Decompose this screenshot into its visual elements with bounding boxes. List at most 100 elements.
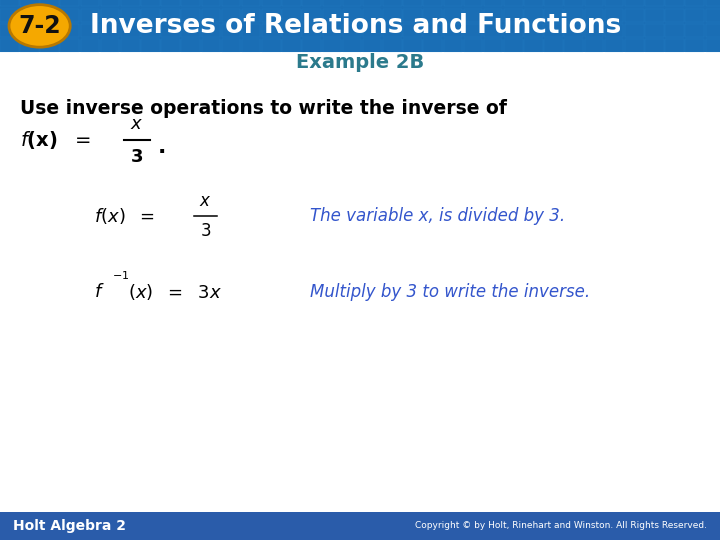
Bar (242, 24, 261, 37)
Bar (302, 0, 321, 6)
Bar (444, 24, 462, 37)
Bar (605, 0, 624, 6)
Bar (685, 24, 704, 37)
Bar (645, 0, 664, 6)
Bar (262, 0, 281, 6)
Bar (0, 9, 19, 22)
Bar (121, 9, 140, 22)
Text: $\mathbf{\mathit{f}(x)}$  $=$: $\mathbf{\mathit{f}(x)}$ $=$ (20, 130, 91, 151)
Bar (141, 0, 160, 6)
Bar (282, 39, 301, 52)
Bar (343, 39, 361, 52)
Text: $3$: $3$ (199, 222, 211, 240)
Bar (323, 9, 341, 22)
Bar (202, 24, 220, 37)
Bar (564, 0, 583, 6)
Bar (101, 24, 120, 37)
Text: Multiply by 3 to write the inverse.: Multiply by 3 to write the inverse. (310, 282, 590, 301)
Bar (20, 0, 39, 6)
Bar (504, 0, 523, 6)
Bar (685, 9, 704, 22)
Bar (423, 0, 442, 6)
Bar (121, 24, 140, 37)
Bar (504, 9, 523, 22)
Bar (383, 9, 402, 22)
Bar (40, 24, 59, 37)
Bar (564, 24, 583, 37)
Bar (40, 9, 59, 22)
Bar (81, 9, 99, 22)
Bar (101, 39, 120, 52)
Bar (262, 9, 281, 22)
Bar (544, 24, 563, 37)
Bar (222, 39, 240, 52)
Bar (524, 39, 543, 52)
Bar (564, 39, 583, 52)
Bar (222, 0, 240, 6)
Bar (423, 9, 442, 22)
Bar (464, 39, 482, 52)
Bar (101, 9, 120, 22)
Bar (0, 0, 19, 6)
Bar (161, 24, 180, 37)
Bar (282, 24, 301, 37)
Bar (544, 0, 563, 6)
Bar (504, 39, 523, 52)
Bar (403, 9, 422, 22)
Bar (161, 0, 180, 6)
Bar (282, 0, 301, 6)
Bar (706, 39, 720, 52)
Bar (585, 39, 603, 52)
FancyBboxPatch shape (0, 512, 720, 540)
Bar (161, 39, 180, 52)
Bar (524, 0, 543, 6)
Bar (403, 24, 422, 37)
Bar (645, 24, 664, 37)
Bar (343, 24, 361, 37)
Bar (363, 39, 382, 52)
Text: $\mathbf{.}$: $\mathbf{.}$ (157, 137, 165, 157)
Bar (242, 39, 261, 52)
Bar (423, 24, 442, 37)
Bar (60, 9, 79, 22)
FancyBboxPatch shape (0, 0, 720, 52)
Bar (302, 9, 321, 22)
Bar (544, 39, 563, 52)
Text: $-1$: $-1$ (112, 269, 130, 281)
Bar (484, 0, 503, 6)
Text: $\mathit{x}$: $\mathit{x}$ (199, 192, 212, 210)
Bar (363, 9, 382, 22)
Bar (121, 0, 140, 6)
Bar (181, 9, 200, 22)
Bar (181, 24, 200, 37)
Bar (60, 39, 79, 52)
Bar (544, 9, 563, 22)
Bar (444, 39, 462, 52)
Bar (20, 9, 39, 22)
Text: Holt Algebra 2: Holt Algebra 2 (13, 519, 126, 533)
Bar (141, 24, 160, 37)
Bar (383, 24, 402, 37)
Bar (81, 39, 99, 52)
Bar (504, 24, 523, 37)
Bar (40, 39, 59, 52)
Bar (585, 9, 603, 22)
Bar (262, 24, 281, 37)
Bar (302, 39, 321, 52)
Bar (665, 0, 684, 6)
Bar (706, 0, 720, 6)
Bar (444, 9, 462, 22)
Bar (524, 24, 543, 37)
Bar (202, 39, 220, 52)
Bar (605, 24, 624, 37)
Bar (625, 0, 644, 6)
Bar (242, 0, 261, 6)
Bar (363, 0, 382, 6)
Text: Copyright © by Holt, Rinehart and Winston. All Rights Reserved.: Copyright © by Holt, Rinehart and Winsto… (415, 522, 707, 530)
Bar (181, 0, 200, 6)
Bar (625, 39, 644, 52)
Bar (665, 24, 684, 37)
Bar (665, 39, 684, 52)
Bar (222, 24, 240, 37)
Bar (262, 39, 281, 52)
